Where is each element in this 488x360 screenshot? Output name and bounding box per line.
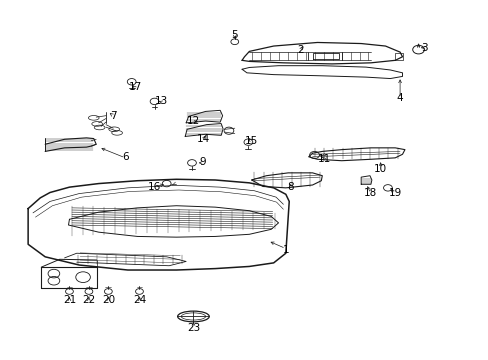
Text: 21: 21 [62,295,76,305]
Text: 5: 5 [231,30,238,40]
Text: 7: 7 [110,111,116,121]
Text: 12: 12 [186,116,200,126]
Text: 20: 20 [102,295,115,305]
Text: 23: 23 [186,323,200,333]
Text: 19: 19 [388,188,401,198]
Text: 17: 17 [128,82,142,92]
Text: 15: 15 [244,136,258,146]
Text: 1: 1 [282,245,288,255]
Text: 13: 13 [155,96,168,107]
Text: 16: 16 [148,182,161,192]
Text: 22: 22 [82,295,95,305]
Text: 4: 4 [396,93,403,103]
Text: 14: 14 [196,134,209,144]
Text: 10: 10 [373,164,386,174]
Text: 6: 6 [122,152,128,162]
Text: 18: 18 [364,188,377,198]
Text: 3: 3 [420,43,427,53]
Text: 9: 9 [200,157,206,167]
Text: 2: 2 [297,45,303,55]
Text: 11: 11 [318,154,331,163]
Text: 8: 8 [287,182,293,192]
Text: 24: 24 [133,295,146,305]
